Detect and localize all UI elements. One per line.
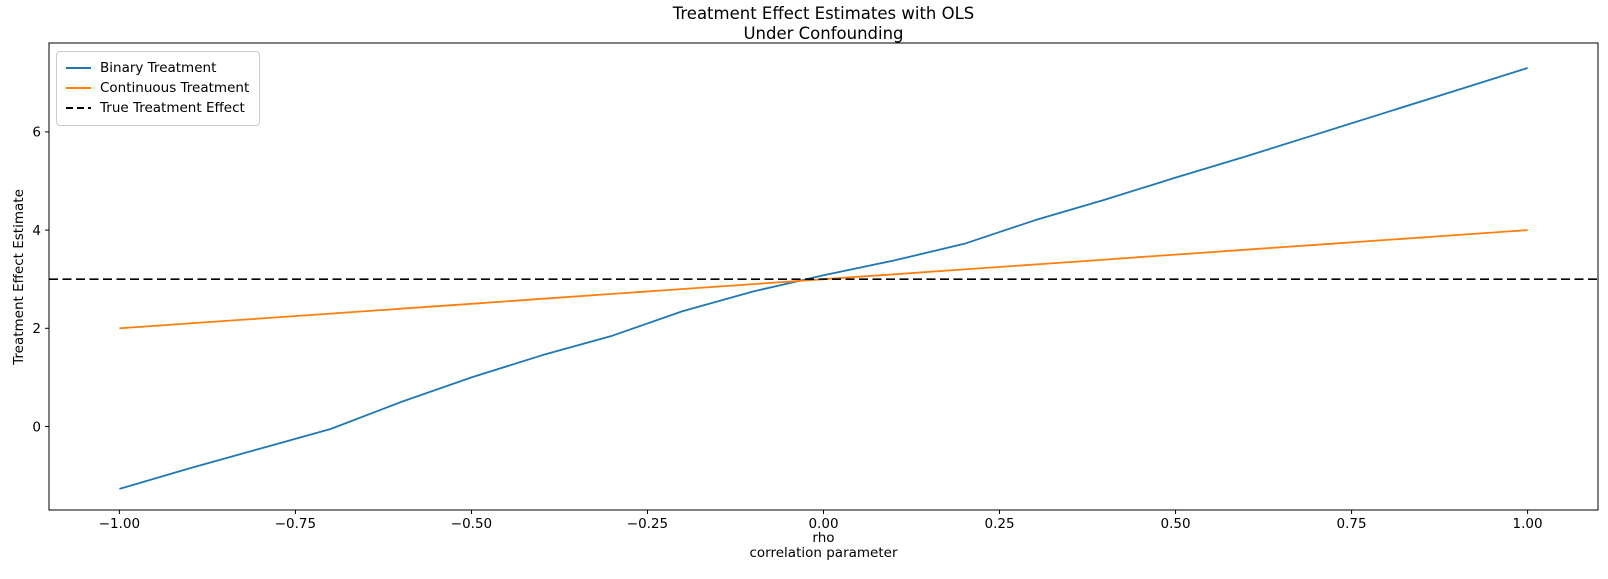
x-tick-label: 0.75 <box>1337 516 1367 532</box>
legend-label-binary-treatment: Binary Treatment <box>100 60 217 76</box>
chart-title-line1: Treatment Effect Estimates with OLS <box>672 4 975 23</box>
binary-treatment-line <box>119 67 1528 490</box>
axes-frame <box>48 42 1599 511</box>
binary-treatment-line-sample <box>66 67 91 69</box>
continuous-treatment-line-sample <box>66 87 91 89</box>
legend-entry-continuous-treatment: Continuous Treatment <box>66 78 249 98</box>
x-axis-label-line1: rho <box>812 530 835 546</box>
x-tick-label: 1.00 <box>1513 516 1543 532</box>
y-tick-label: 0 <box>32 419 41 435</box>
y-axis-label: Treatment Effect Estimate <box>11 189 27 365</box>
x-axis-label: rho correlation parameter <box>49 531 1598 560</box>
legend-label-continuous-treatment: Continuous Treatment <box>100 80 250 96</box>
chart-title: Treatment Effect Estimates with OLS Unde… <box>49 4 1598 43</box>
legend-entry-binary-treatment: Binary Treatment <box>66 58 249 78</box>
x-tick-label: −0.25 <box>627 516 668 532</box>
x-tick-label: 0.50 <box>1161 516 1191 532</box>
x-axis-label-line2: correlation parameter <box>749 544 898 561</box>
y-tick-label: 2 <box>32 321 41 337</box>
legend: Binary Treatment Continuous Treatment Tr… <box>56 51 261 126</box>
x-tick-label: 0.00 <box>808 516 838 532</box>
true-treatment-effect-line-sample <box>66 107 91 109</box>
y-tick-label: 4 <box>32 223 41 239</box>
y-tick-label: 6 <box>32 125 41 141</box>
x-tick-label: 0.25 <box>984 516 1014 532</box>
legend-entry-true-treatment-effect: True Treatment Effect <box>66 98 249 118</box>
chart-title-line2: Under Confounding <box>743 23 904 43</box>
x-tick-label: −0.50 <box>451 516 492 532</box>
x-tick-label: −0.75 <box>275 516 316 532</box>
legend-label-true-treatment-effect: True Treatment Effect <box>100 100 245 116</box>
x-tick-label: −1.00 <box>99 516 140 532</box>
